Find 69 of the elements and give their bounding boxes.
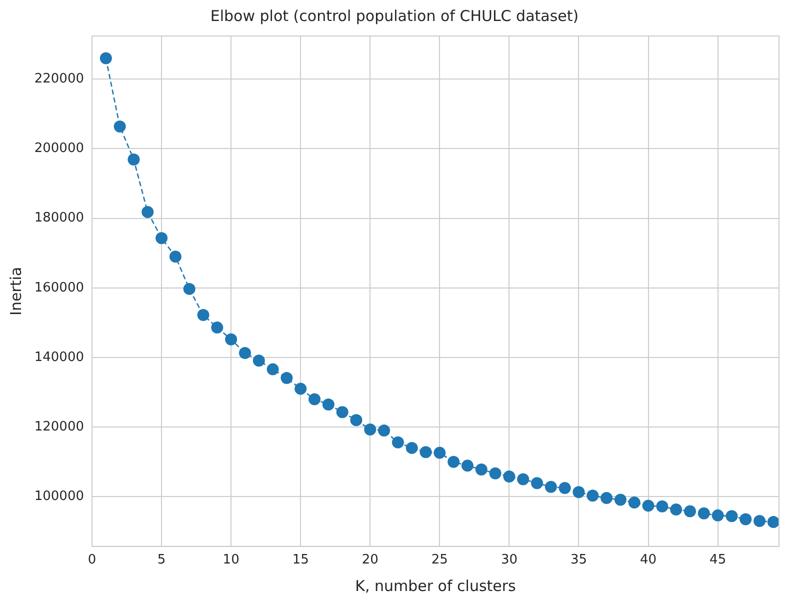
point [142, 206, 154, 218]
point [614, 494, 626, 506]
point [392, 436, 404, 448]
x-tick-label: 5 [157, 552, 166, 568]
point [558, 482, 571, 494]
x-tick-label: 0 [88, 552, 96, 568]
x-tick-label: 15 [292, 552, 309, 568]
x-tick-label: 30 [500, 552, 518, 568]
point [266, 363, 279, 376]
y-axis-title: Inertia [6, 266, 25, 316]
y-tick-label: 220000 [34, 72, 84, 87]
point [448, 456, 460, 468]
point [712, 509, 724, 522]
point [489, 467, 502, 480]
point [238, 346, 251, 359]
point [754, 515, 766, 527]
point [322, 398, 334, 410]
point [503, 470, 516, 482]
point [434, 446, 446, 459]
point [698, 507, 710, 520]
point [726, 510, 738, 522]
point [183, 282, 196, 295]
point [114, 120, 126, 132]
y-tick-label: 100000 [34, 489, 84, 504]
point [128, 154, 140, 166]
point [406, 442, 418, 454]
point [225, 333, 238, 346]
point [156, 232, 168, 244]
point [544, 480, 557, 493]
x-tick-label: 20 [362, 552, 378, 568]
x-tick-label: 40 [640, 552, 657, 568]
point [280, 372, 293, 384]
point [364, 424, 376, 436]
point [600, 492, 613, 504]
point [100, 52, 112, 64]
x-tick-label: 35 [570, 552, 588, 568]
x-tick-label: 45 [710, 552, 726, 568]
x-axis-title: K, number of clusters [355, 576, 516, 595]
point [656, 500, 668, 512]
point [475, 464, 488, 476]
point [420, 446, 432, 458]
point [308, 393, 321, 406]
y-tick-label: 140000 [34, 350, 84, 365]
y-tick-label: 200000 [34, 141, 84, 156]
x-tick-label: 10 [222, 552, 240, 568]
point [767, 516, 780, 528]
point [197, 309, 210, 322]
point [211, 322, 224, 334]
point [670, 504, 682, 516]
point [586, 490, 599, 502]
point [169, 250, 182, 263]
point [294, 382, 307, 395]
point [684, 505, 696, 518]
point [336, 406, 348, 418]
point [642, 500, 654, 512]
point [628, 496, 640, 509]
point [252, 354, 265, 367]
point [572, 486, 585, 498]
point [740, 513, 752, 526]
point [517, 473, 530, 486]
y-tick-label: 180000 [34, 210, 84, 226]
point [378, 424, 390, 437]
chart-title: Elbow plot (control population of CHULC dataset) [210, 6, 579, 25]
point [531, 477, 544, 490]
y-tick-label: 160000 [34, 280, 84, 296]
point [350, 414, 362, 426]
y-tick-label: 120000 [34, 419, 84, 434]
point [461, 460, 474, 472]
x-tick-label: 25 [431, 552, 448, 568]
